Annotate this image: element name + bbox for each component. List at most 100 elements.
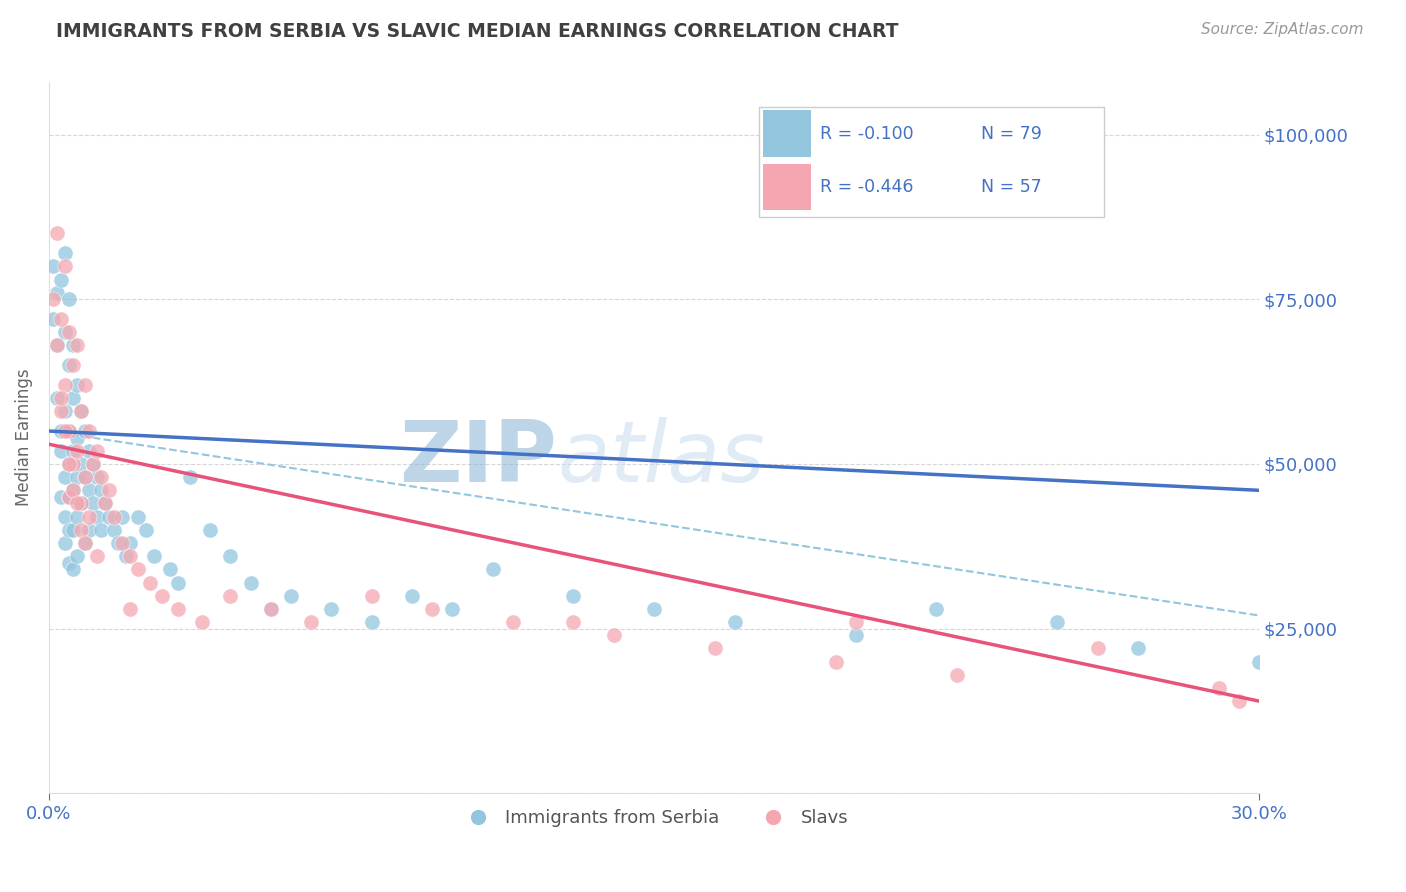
Point: [1249, 655, 1271, 669]
Point: [75, 470, 97, 484]
Point: [46, 391, 69, 405]
Point: [110, 536, 132, 550]
Text: IMMIGRANTS FROM SERBIA VS SLAVIC MEDIAN EARNINGS CORRELATION CHART: IMMIGRANTS FROM SERBIA VS SLAVIC MEDIAN …: [56, 22, 898, 41]
Point: [118, 602, 141, 616]
Point: [70, 404, 93, 418]
Point: [86, 470, 108, 484]
Point: [42, 293, 65, 307]
Point: [219, 549, 242, 564]
Text: atlas: atlas: [557, 417, 765, 500]
Point: [1126, 641, 1149, 656]
Point: [321, 602, 343, 616]
Point: [75, 470, 97, 484]
Point: [239, 575, 262, 590]
Point: [79, 443, 101, 458]
Point: [602, 628, 624, 642]
Point: [53, 536, 76, 550]
Point: [66, 470, 89, 484]
Point: [299, 615, 322, 629]
Point: [79, 424, 101, 438]
Point: [58, 457, 80, 471]
Point: [62, 457, 84, 471]
Point: [360, 615, 382, 629]
Point: [86, 509, 108, 524]
Point: [53, 260, 76, 274]
Point: [70, 404, 93, 418]
Point: [103, 523, 125, 537]
Point: [94, 496, 117, 510]
Point: [66, 549, 89, 564]
Point: [53, 509, 76, 524]
Text: N = 79: N = 79: [981, 125, 1042, 143]
Point: [58, 490, 80, 504]
Point: [94, 496, 117, 510]
Point: [49, 443, 72, 458]
Point: [139, 575, 162, 590]
Point: [58, 457, 80, 471]
Text: ZIP: ZIP: [399, 417, 557, 500]
Text: R = -0.100: R = -0.100: [820, 125, 914, 143]
Point: [46, 338, 69, 352]
Point: [70, 457, 93, 471]
Point: [62, 391, 84, 405]
Point: [114, 549, 136, 564]
Point: [441, 602, 464, 616]
Point: [58, 424, 80, 438]
Point: [127, 562, 149, 576]
Point: [260, 602, 283, 616]
Point: [75, 536, 97, 550]
Point: [98, 509, 121, 524]
Point: [845, 628, 868, 642]
Point: [75, 424, 97, 438]
Point: [280, 589, 302, 603]
Point: [562, 615, 585, 629]
Point: [58, 424, 80, 438]
Point: [58, 325, 80, 339]
FancyBboxPatch shape: [763, 111, 811, 157]
Point: [70, 496, 93, 510]
Text: N = 57: N = 57: [981, 178, 1042, 196]
Point: [90, 470, 112, 484]
Point: [179, 470, 201, 484]
Point: [167, 575, 190, 590]
Point: [82, 457, 104, 471]
Point: [562, 589, 585, 603]
Point: [824, 655, 846, 669]
Point: [103, 509, 125, 524]
Point: [90, 523, 112, 537]
Point: [75, 536, 97, 550]
Point: [42, 312, 65, 326]
Point: [107, 536, 129, 550]
Point: [420, 602, 443, 616]
Point: [159, 562, 181, 576]
Point: [219, 589, 242, 603]
Point: [49, 404, 72, 418]
Point: [62, 562, 84, 576]
Point: [53, 325, 76, 339]
Point: [724, 615, 747, 629]
Text: Source: ZipAtlas.com: Source: ZipAtlas.com: [1201, 22, 1364, 37]
Point: [98, 483, 121, 498]
Point: [79, 483, 101, 498]
Point: [70, 496, 93, 510]
Point: [46, 227, 69, 241]
Point: [401, 589, 423, 603]
Point: [90, 483, 112, 498]
Point: [82, 457, 104, 471]
Legend: Immigrants from Serbia, Slavs: Immigrants from Serbia, Slavs: [453, 802, 855, 834]
Point: [49, 424, 72, 438]
Point: [643, 602, 665, 616]
Point: [75, 378, 97, 392]
Point: [481, 562, 503, 576]
Point: [1087, 641, 1109, 656]
Point: [62, 483, 84, 498]
Point: [70, 523, 93, 537]
Point: [58, 358, 80, 372]
Point: [62, 358, 84, 372]
Point: [1208, 681, 1230, 695]
Point: [62, 523, 84, 537]
FancyBboxPatch shape: [759, 107, 1104, 217]
Point: [1046, 615, 1069, 629]
Point: [925, 602, 948, 616]
Point: [79, 509, 101, 524]
